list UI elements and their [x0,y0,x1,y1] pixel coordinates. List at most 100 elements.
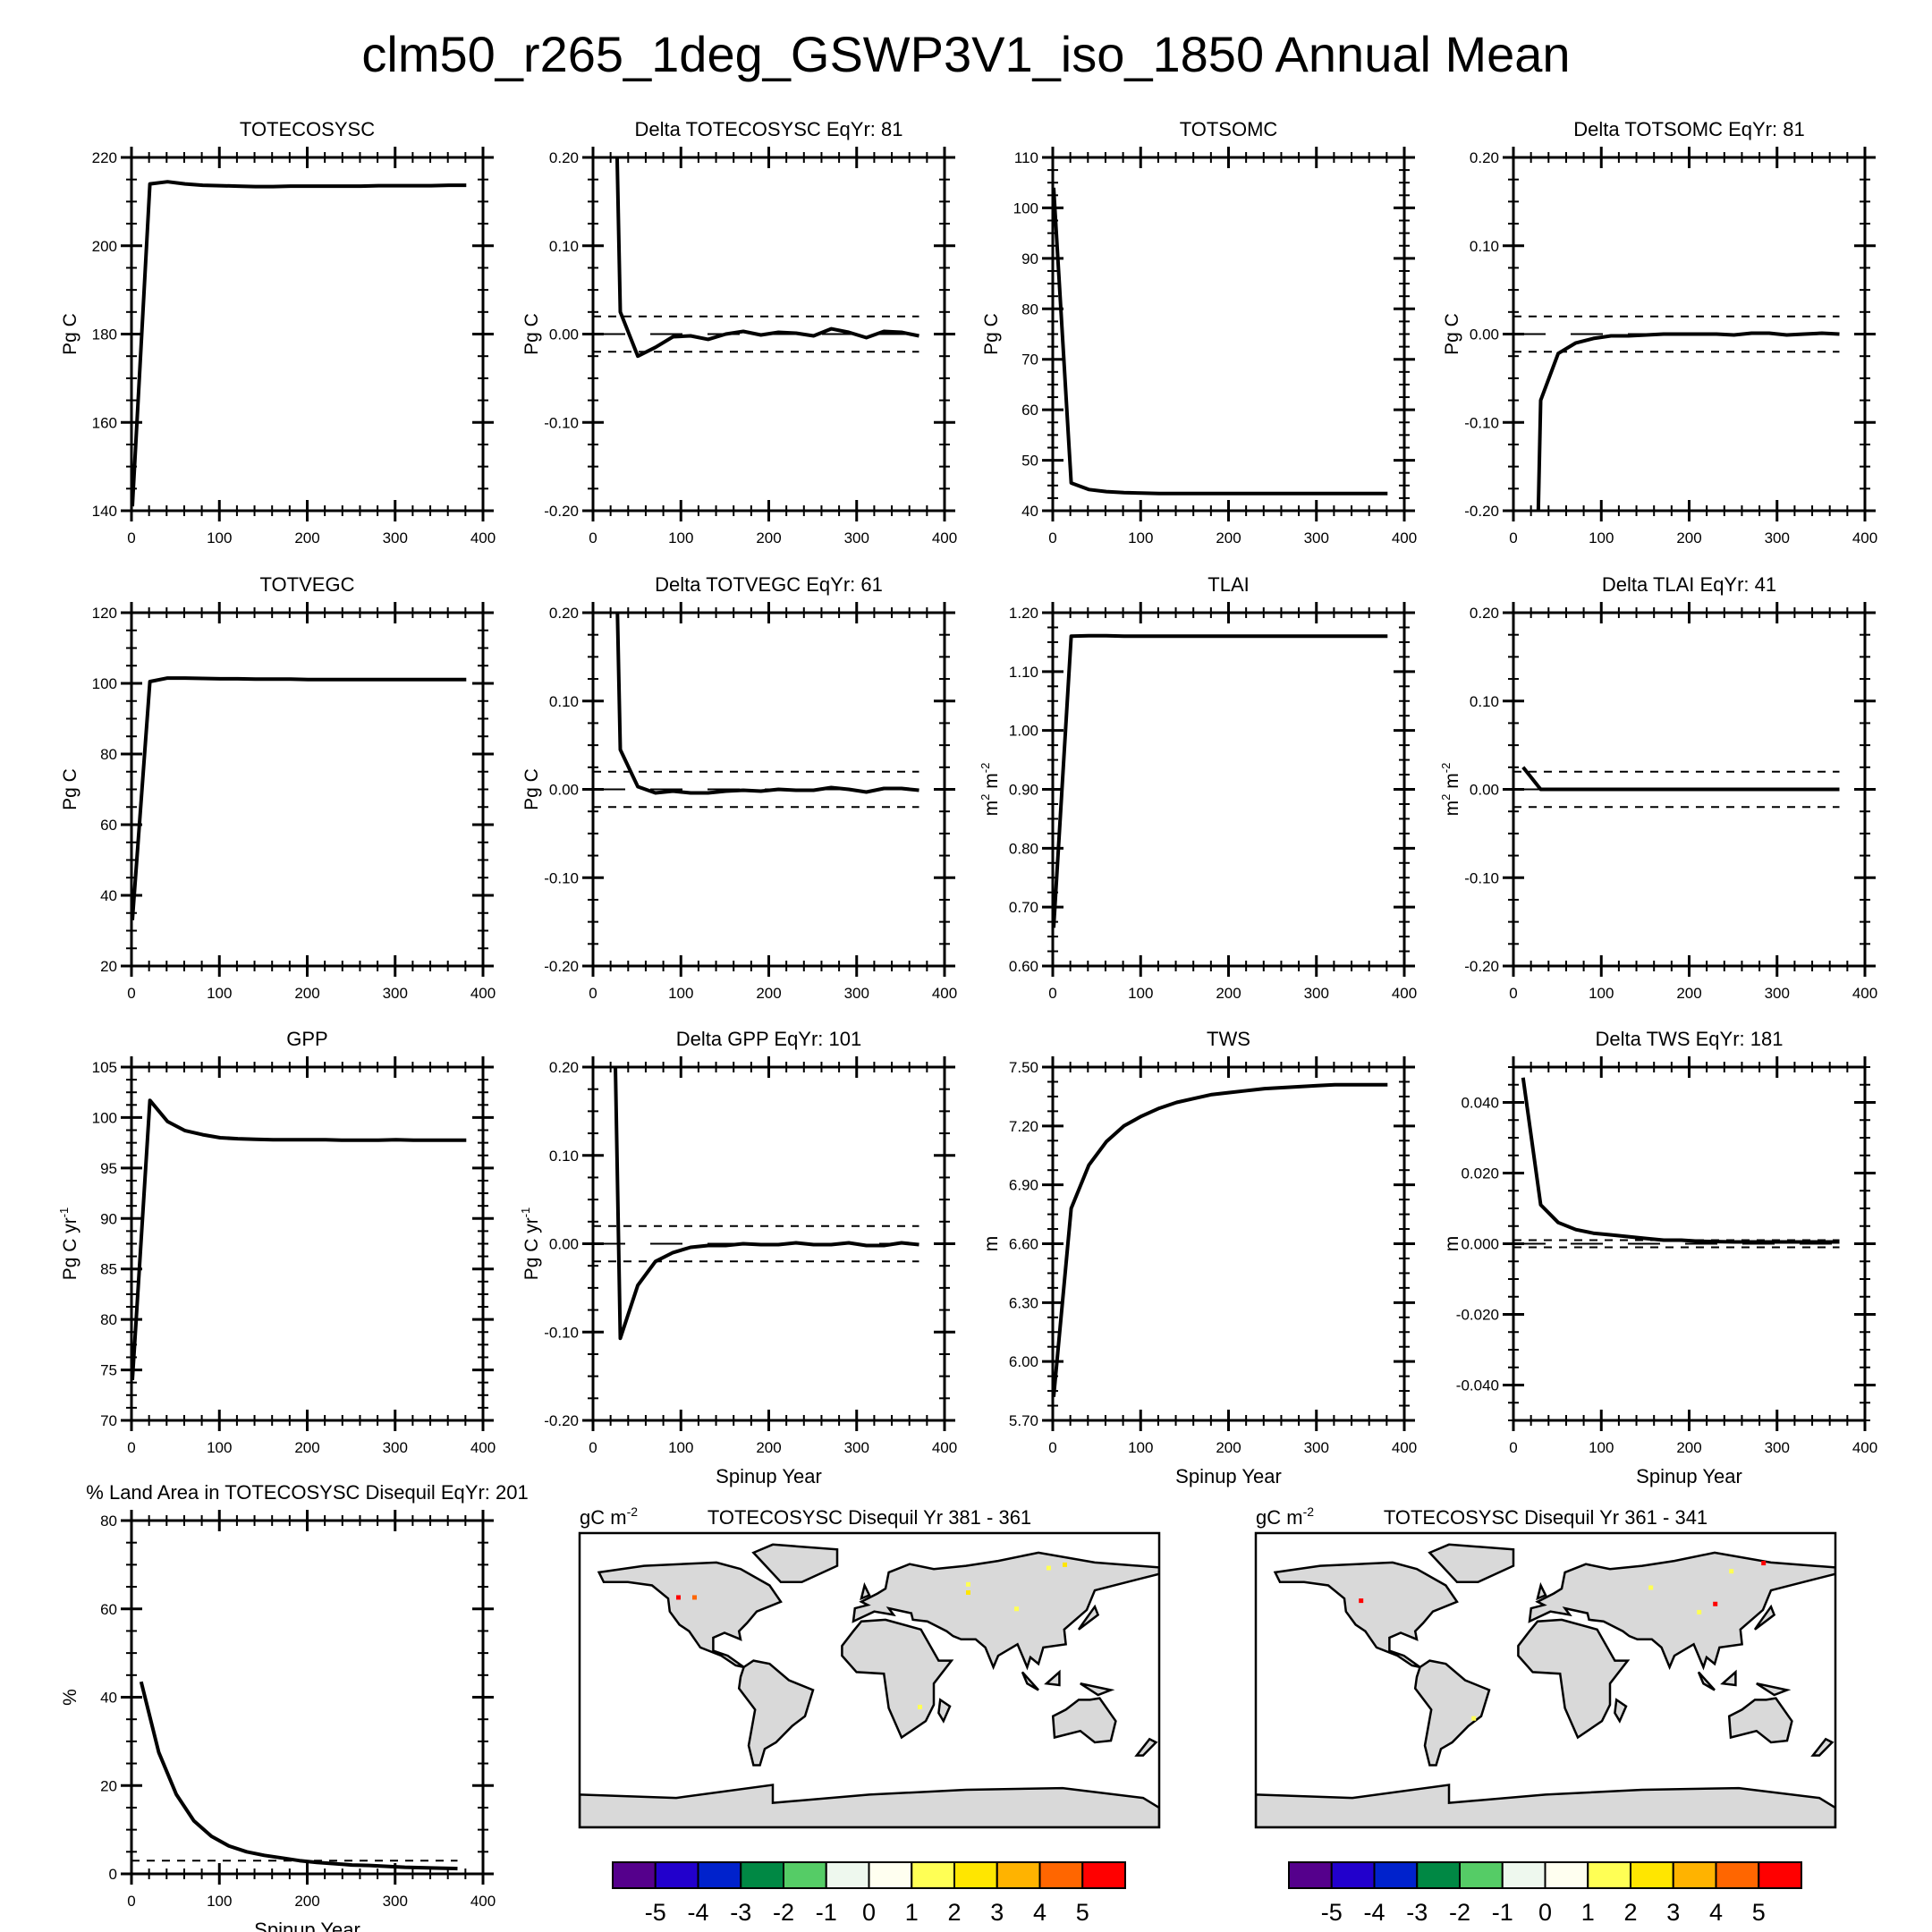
y-tick-label: -0.10 [544,869,579,886]
map-frame [578,1531,1161,1829]
colorbar-label: -1 [816,1899,837,1926]
colorbar-swatch [1501,1861,1546,1889]
x-tick-label: 0 [589,1439,597,1456]
x-tick-label: 300 [844,1439,869,1456]
continent-outline [1273,1561,1459,1669]
y-tick-label: -0.20 [544,958,579,975]
x-tick-label: 300 [1765,530,1790,547]
y-axis-label-text: Pg C [1442,313,1462,355]
y-tick-label: 7.50 [1009,1059,1038,1076]
data-series-line [1053,187,1388,496]
colorbar-label: -5 [1321,1899,1343,1926]
chart-panel: Delta TOTECOSYSC EqYr: 81 0 100 200 300 400 -0… [521,118,957,547]
disequilibrium-gridcell [676,1595,681,1600]
y-tick-label: 50 [1021,453,1038,470]
x-axis-label: Spinup Year [1175,1465,1282,1487]
data-series-line [131,180,467,507]
y-tick-label: 1.10 [1009,664,1038,681]
x-tick-label: 100 [1128,985,1153,1002]
x-tick-label: 0 [1509,1439,1517,1456]
disequilibrium-gridcell [1713,1601,1718,1606]
y-tick-label: 220 [92,149,117,166]
colorbar-label: 4 [1709,1899,1723,1926]
plot-frame [130,611,485,968]
y-tick-label: 7.20 [1009,1118,1038,1135]
plot-frame [1051,156,1406,513]
y-tick-label: 1.20 [1009,605,1038,622]
y-tick-label: 85 [100,1261,117,1278]
x-tick-label: 300 [383,530,408,547]
x-tick-label: 0 [589,530,597,547]
y-tick-label: -0.20 [1464,958,1499,975]
chart-panel: Delta TOTSOMC EqYr: 81 0 100 200 300 400 -0.20… [1442,118,1877,547]
colorbar-label: 5 [1076,1899,1089,1926]
chart-title: TOTECOSYSC [240,118,375,140]
x-tick-label: 0 [127,1893,135,1910]
x-tick-label: 100 [1589,985,1614,1002]
y-tick-label: 20 [100,1777,117,1794]
y-axis-label-text: Pg C yr [521,1217,542,1280]
chart-title: Delta TOTVEGC EqYr: 61 [655,573,883,596]
x-tick-label: 0 [127,1439,135,1456]
continent-outline [1021,1671,1039,1691]
colorbar-label: -4 [1363,1899,1385,1926]
y-axis-label-text: % [60,1689,80,1706]
y-tick-label: 0.00 [549,1236,579,1253]
continent-outline [1528,1551,1835,1671]
chart-title: % Land Area in TOTECOSYSC Disequil EqYr:… [86,1481,528,1504]
x-tick-label: 100 [207,985,232,1002]
y-tick-label: 0.00 [549,782,579,799]
y-tick-label: -0.040 [1456,1377,1499,1394]
x-tick-label: 200 [756,530,781,547]
x-tick-label: 200 [1216,1439,1241,1456]
chart-title: Delta TOTECOSYSC EqYr: 81 [635,118,903,140]
colorbar-swatch [1373,1861,1419,1889]
continent-outline [1044,1669,1061,1687]
y-axis-label: Pg C [521,768,542,810]
y-tick-label: 1.00 [1009,723,1038,740]
continent-outline [580,1784,1159,1827]
x-tick-label: 300 [383,985,408,1002]
colorbar-label: 1 [1581,1899,1595,1926]
colorbar-swatch [1630,1861,1674,1889]
chart-title: Delta GPP EqYr: 101 [676,1028,862,1050]
chart-title: Delta TOTSOMC EqYr: 81 [1573,118,1804,140]
y-axis-label-text: m [1442,1236,1462,1252]
y-tick-label: 0.20 [549,605,579,622]
continent-outline [1753,1604,1776,1631]
continent-outline [1536,1581,1547,1601]
continent-outline [1134,1737,1158,1757]
data-series-line [1521,766,1840,792]
x-tick-label: 0 [1509,985,1517,1002]
x-tick-label: 400 [1852,1439,1877,1456]
chart-panel: TLAI 0 100 200 300 400 0.60 0.70 0.80 0.90 1.00 1.1… [979,573,1417,1002]
x-tick-label: 200 [1216,530,1241,547]
disequilibrium-gridcell [1697,1609,1702,1614]
chart-panel: TOTECOSYSC 0 100 200 300 400 140 160 180 200 220 Pg… [60,118,496,547]
continent-outline [751,1543,839,1584]
x-tick-label: 400 [1392,985,1417,1002]
y-tick-label: -0.020 [1456,1307,1499,1324]
chart-panel: Delta TLAI EqYr: 41 0 100 200 300 400 -0.20 -0.… [1439,573,1877,1002]
x-tick-label: 200 [756,1439,781,1456]
x-axis-label: Spinup Year [716,1465,822,1487]
x-tick-label: 200 [1676,985,1701,1002]
y-axis-label-text: Pg C yr [60,1217,80,1280]
map-panel: gC m-2 TOTECOSYSC Disequil Yr 361 - 341 [1254,1504,1837,1829]
colorbar-label: -4 [687,1899,708,1926]
disequilibrium-gridcell [966,1589,970,1595]
map-units-label: gC m-2 [580,1504,638,1529]
y-tick-label: 0.000 [1461,1236,1499,1253]
plot-frame [1051,611,1406,968]
y-tick-label: 0 [109,1866,117,1883]
y-tick-label: 0.10 [549,693,579,710]
x-tick-label: 400 [470,985,496,1002]
continent-outline [737,1659,815,1767]
y-tick-label: 60 [1021,402,1038,419]
y-tick-label: 0.10 [549,238,579,255]
y-tick-label: -0.10 [1464,869,1499,886]
y-tick-label: 90 [1021,250,1038,267]
y-tick-label: 70 [100,1412,117,1429]
x-tick-label: 400 [470,1439,496,1456]
